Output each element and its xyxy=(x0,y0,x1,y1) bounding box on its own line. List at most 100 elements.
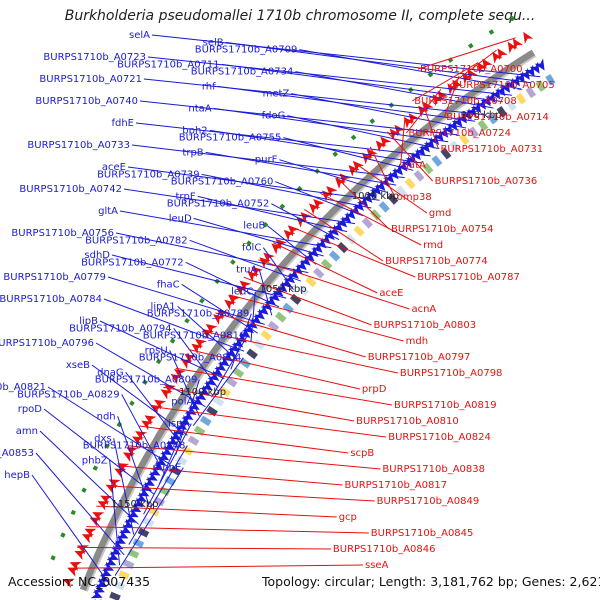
reverse-gene-label: BURPS1710b_A0810 xyxy=(356,416,459,427)
gene-category-block xyxy=(113,580,126,591)
reverse-gene-arrow xyxy=(247,271,260,283)
forward-gene-arrow xyxy=(534,58,545,71)
label-connector xyxy=(68,564,364,569)
reverse-gene-label: BURPS1710b_A0787 xyxy=(417,272,520,283)
gene-category-block xyxy=(282,302,294,314)
reverse-gene-label: BURPS1710b_A0705 xyxy=(452,80,555,91)
forward-gene-label: lipA1 xyxy=(151,301,176,312)
forward-gene-label: BURPS1710b_A0789 xyxy=(147,309,250,320)
forward-gene-label: amn xyxy=(16,426,38,437)
reverse-gene-arrow xyxy=(163,384,176,395)
forward-gene-label: phbZ xyxy=(82,455,108,466)
label-connector xyxy=(201,330,398,374)
reverse-gene-arrow xyxy=(403,116,415,129)
accession-label: Accession: NC_007435 xyxy=(8,574,151,589)
forward-gene-arrow xyxy=(315,237,327,249)
forward-gene-label: BURPS1710b_A0723 xyxy=(43,52,146,63)
reverse-gene-label: BURPS1710b_A0824 xyxy=(388,432,491,443)
gene-category-block xyxy=(353,225,365,237)
gene-category-block xyxy=(496,106,508,118)
gc-skew-mark xyxy=(104,443,110,449)
gc-skew-mark xyxy=(332,151,339,157)
label-connector xyxy=(127,445,381,470)
label-connector xyxy=(283,137,414,171)
label-connectors xyxy=(31,34,541,587)
reverse-gene-arrow xyxy=(275,238,287,250)
gene-category-block xyxy=(206,405,218,417)
reverse-gene-arrow xyxy=(184,353,197,365)
forward-gene-label: BURPS1710b_A0782 xyxy=(85,235,188,246)
label-connector xyxy=(400,117,406,166)
reverse-gene-label: BURPS1710b_A0819 xyxy=(394,400,497,411)
position-tick-label: 1100 kbp xyxy=(179,387,226,398)
reverse-gene-arrow xyxy=(135,431,148,441)
gene-category-block xyxy=(468,126,479,139)
reverse-gene-arrow xyxy=(194,338,207,350)
gene-category-block xyxy=(361,217,373,229)
forward-gene-arrow xyxy=(519,67,530,80)
forward-gene-label: BURPS1710b_A0853 xyxy=(0,448,34,459)
forward-gene-label: BURPS1710b_A0821 xyxy=(0,382,46,393)
reverse-gene-arrow xyxy=(92,512,105,522)
gene-category-block xyxy=(477,119,489,132)
forward-gene-label: BURPS1710b_A0755 xyxy=(179,133,282,144)
label-connector xyxy=(163,386,355,422)
reverse-gene-arrow xyxy=(287,225,300,237)
gene-category-block xyxy=(181,445,194,456)
reverse-gene-arrow xyxy=(160,389,173,400)
forward-gene-label: BURPS1710b_A0772 xyxy=(81,257,184,268)
label-connector xyxy=(43,408,155,495)
forward-gene-label: dnaG xyxy=(97,367,124,378)
position-tick-label: 1150 kbp xyxy=(111,499,158,510)
gene-category-block xyxy=(132,538,145,549)
forward-gene-label: trpF xyxy=(176,191,196,202)
reverse-gene-label: gmd xyxy=(429,208,451,219)
label-connector xyxy=(147,56,513,96)
label-connector xyxy=(258,269,273,316)
reverse-gene-arrow xyxy=(507,41,518,54)
label-connector xyxy=(39,430,139,525)
gene-category-block xyxy=(297,284,310,297)
reverse-gene-label: BURPS1710b_A0700 xyxy=(420,64,523,75)
gene-category-block xyxy=(212,396,225,407)
forward-gene-label: BURPS1710b_A0709 xyxy=(195,45,298,56)
label-connector xyxy=(287,115,440,150)
forward-gene-arrow xyxy=(437,126,449,138)
forward-gene-label: rhf xyxy=(202,81,216,92)
reverse-gene-arrow xyxy=(308,203,321,215)
label-connector xyxy=(185,261,280,308)
forward-gene-label: BURPS1710b_A0816 xyxy=(143,331,246,342)
reverse-gene-arrow xyxy=(283,229,296,242)
forward-gene-arrow xyxy=(104,556,117,566)
gene-category-block xyxy=(267,320,280,332)
forward-gene-label: dxs xyxy=(94,433,111,444)
label-connector xyxy=(211,335,248,398)
label-connector xyxy=(77,546,331,550)
forward-gene-arrow xyxy=(106,550,119,560)
forward-gene-label: fdhE xyxy=(111,118,134,129)
topology-summary: Topology: circular; Length: 3,181,762 bp… xyxy=(262,574,600,589)
label-connector xyxy=(295,71,494,109)
gene-category-block xyxy=(422,162,434,175)
reverse-gene-arrow xyxy=(462,72,473,85)
forward-gene-arrow xyxy=(311,241,323,253)
gc-skew-mark xyxy=(350,134,357,141)
reverse-gene-label: BURPS1710b_A0724 xyxy=(408,128,511,139)
gene-category-block xyxy=(219,386,231,398)
gene-category-block xyxy=(253,339,265,350)
reverse-gene-arrow xyxy=(144,415,157,426)
gene-category-block xyxy=(487,112,498,125)
label-connector xyxy=(225,41,531,84)
reverse-gene-label: aceE xyxy=(379,288,403,299)
gc-skew-mark xyxy=(199,298,205,304)
label-connector xyxy=(387,131,434,182)
label-connector xyxy=(209,129,422,164)
gene-category-block xyxy=(109,591,121,600)
label-connector xyxy=(151,406,387,438)
reverse-gene-label: BURPS1710b_A0754 xyxy=(391,224,494,235)
forward-gene-arrow xyxy=(121,518,134,528)
gc-skew-mark xyxy=(509,15,516,22)
label-connector xyxy=(215,312,366,358)
forward-gene-label: gltA xyxy=(98,206,118,217)
